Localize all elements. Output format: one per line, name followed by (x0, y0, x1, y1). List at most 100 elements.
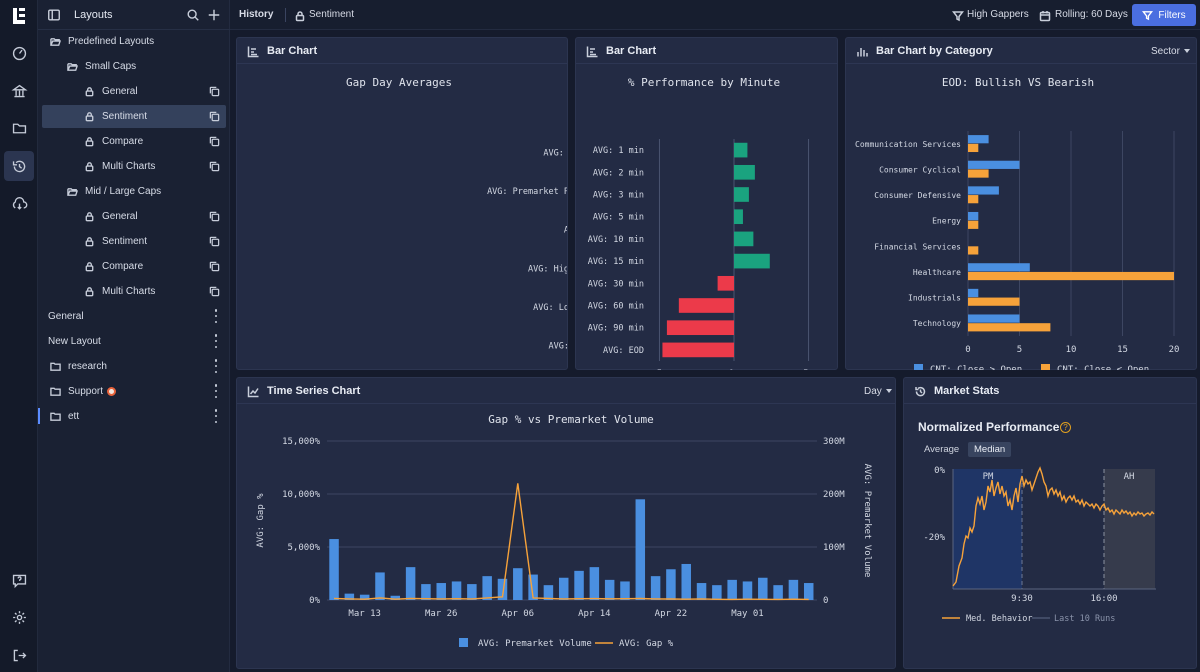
bar (467, 584, 477, 600)
copy-icon[interactable] (208, 285, 220, 297)
y-tick-label: Healthcare (913, 268, 961, 277)
history-breadcrumb[interactable]: History (239, 9, 274, 20)
chart-title: Gap % vs Premarket Volume (488, 413, 654, 426)
more-menu-icon[interactable] (214, 409, 218, 423)
tree-item-general[interactable]: General (42, 305, 226, 328)
search-icon[interactable] (183, 5, 203, 25)
interval-dropdown[interactable]: Day (864, 386, 892, 397)
tree-item-support[interactable]: Support (42, 380, 226, 403)
panel-title: Bar Chart by Category (876, 45, 993, 57)
bar (968, 297, 1020, 306)
dashboard-icon[interactable] (4, 38, 34, 68)
add-layout-icon[interactable] (204, 5, 224, 25)
y-tick-label: Consumer Defensive (874, 191, 961, 200)
legend-last-label: Last 10 Runs (1054, 614, 1115, 624)
tree-item-compare[interactable]: Compare (42, 255, 226, 278)
y-tick-label: -20% (923, 533, 945, 543)
tree-item-multi-charts[interactable]: Multi Charts (42, 280, 226, 303)
folder-open-icon (65, 185, 79, 199)
panel-title: Market Stats (934, 385, 1000, 397)
y-tick-label: Communication Services (855, 140, 961, 149)
bar (589, 567, 600, 600)
copy-icon[interactable] (208, 235, 220, 247)
bar (604, 579, 615, 600)
panel-title: Time Series Chart (267, 385, 361, 397)
tree-item-research[interactable]: research (42, 355, 226, 378)
sidebar-header: Layouts (38, 0, 230, 30)
sector-dropdown[interactable]: Sector (1151, 46, 1190, 57)
app-logo[interactable] (9, 6, 29, 26)
bar (574, 570, 584, 600)
more-menu-icon[interactable] (214, 359, 218, 373)
tree-item-sentiment[interactable]: Sentiment (42, 105, 226, 128)
y-tick-label: Industrials (908, 294, 961, 303)
bar (734, 231, 754, 247)
breadcrumb-divider (285, 8, 286, 22)
tree-item-ett[interactable]: ett (38, 405, 226, 428)
line-chart-icon (247, 385, 260, 398)
tree-item-label: General (48, 311, 84, 322)
sidebar-toggle-icon[interactable] (44, 5, 64, 25)
legend-median-label: Med. Behavior (966, 614, 1033, 624)
time-series-panel: Time Series Chart Day Gap % vs Premarket… (236, 377, 896, 669)
tree-item-small-caps[interactable]: Small Caps (42, 55, 226, 78)
more-menu-icon[interactable] (214, 309, 218, 323)
time-series-chart: Gap % vs Premarket Volume 0% 5,000% 10,000%… (256, 413, 872, 649)
bar (678, 298, 734, 313)
bar (727, 579, 737, 600)
x-tick-label: 20 (1169, 345, 1180, 355)
y-tick-label: Consumer Cyclical (879, 165, 961, 174)
tree-item-general[interactable]: General (42, 205, 226, 228)
rolling-period[interactable]: Rolling: 60 Days (1055, 9, 1128, 20)
y-left-axis-label: AVG: Gap % (256, 493, 266, 548)
copy-icon[interactable] (208, 85, 220, 97)
panel-title: Bar Chart (267, 45, 318, 57)
tree-item-mid-large-caps[interactable]: Mid / Large Caps (42, 180, 226, 203)
filters-button[interactable]: Filters (1132, 4, 1196, 26)
help-icon[interactable]: ? (1060, 422, 1071, 433)
bar-chart-icon (247, 45, 260, 58)
filter-icon (1142, 10, 1154, 20)
ah-label: AH (1124, 472, 1135, 482)
download-icon[interactable] (4, 189, 34, 219)
folder-icon[interactable] (4, 113, 34, 143)
bank-icon[interactable] (4, 76, 34, 106)
x-tick-label: Apr 06 (502, 609, 535, 619)
panel-header: Bar Chart (576, 38, 837, 64)
help-icon[interactable] (4, 565, 34, 595)
average-toggle[interactable]: Average (924, 444, 960, 455)
bar (968, 220, 979, 229)
tree-item-compare[interactable]: Compare (42, 130, 226, 153)
logout-icon[interactable] (4, 640, 34, 670)
x-tick-label: 16:00 (1090, 594, 1117, 604)
settings-icon[interactable] (4, 602, 34, 632)
bar (717, 275, 734, 291)
bar (968, 246, 979, 255)
y-left-tick-label: 15,000% (282, 437, 321, 447)
bar (482, 576, 492, 600)
more-menu-icon[interactable] (214, 384, 218, 398)
copy-icon[interactable] (208, 210, 220, 222)
tree-item-predefined-layouts[interactable]: Predefined Layouts (42, 30, 226, 53)
x-tick-label: 10 (1066, 345, 1077, 355)
tree-item-general[interactable]: General (42, 80, 226, 103)
copy-icon[interactable] (208, 135, 220, 147)
median-toggle[interactable]: Median (968, 442, 1012, 457)
tree-item-label: General (102, 211, 138, 222)
legend-swatch (914, 364, 923, 370)
bar (405, 567, 416, 600)
copy-icon[interactable] (208, 260, 220, 272)
copy-icon[interactable] (208, 110, 220, 122)
more-menu-icon[interactable] (214, 334, 218, 348)
x-tick-label: Mar 26 (425, 609, 458, 619)
gap-day-panel: Bar Chart Gap Day Averages0%1,000%AVG: P… (236, 37, 568, 370)
lifebuoy-icon (107, 387, 117, 396)
bar (513, 568, 523, 600)
history-icon (914, 385, 927, 398)
high-gappers-filter[interactable]: High Gappers (967, 9, 1029, 20)
tree-item-multi-charts[interactable]: Multi Charts (42, 155, 226, 178)
copy-icon[interactable] (208, 160, 220, 172)
tree-item-new-layout[interactable]: New Layout (42, 330, 226, 353)
tree-item-sentiment[interactable]: Sentiment (42, 230, 226, 253)
history-icon[interactable] (4, 151, 34, 181)
